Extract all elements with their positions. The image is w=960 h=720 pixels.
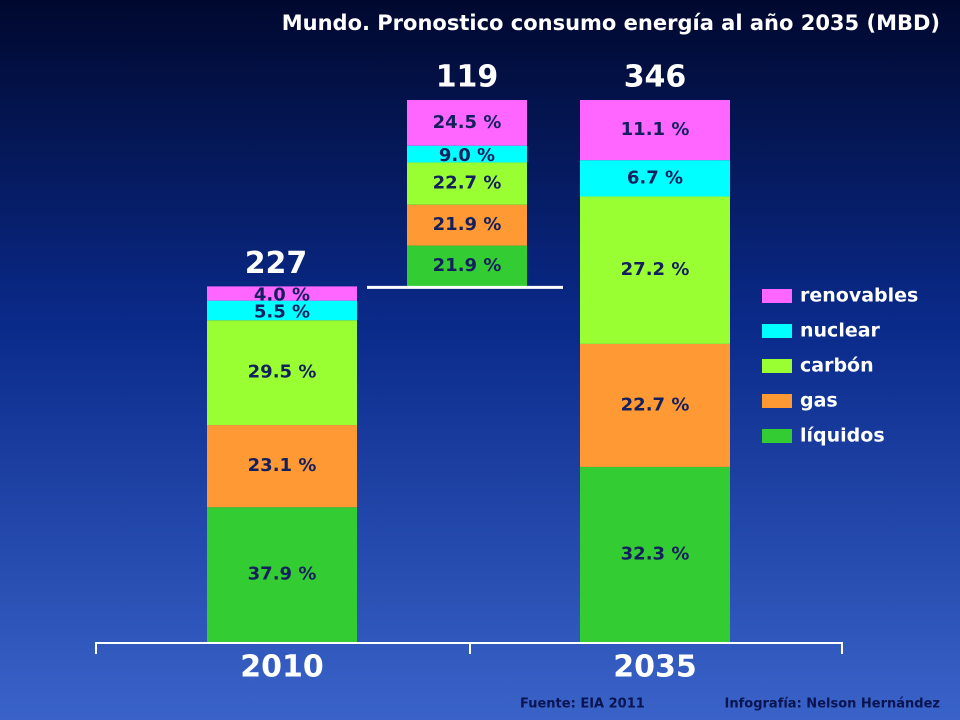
value-label: 5.5 %	[254, 301, 310, 322]
bar-segment	[207, 300, 357, 321]
total-label: 227	[245, 246, 308, 281]
bar-segment	[407, 100, 527, 146]
value-label: 4.0 %	[254, 285, 310, 306]
legend-label: gas	[800, 390, 838, 412]
chart-title: Mundo. Pronostico consumo energía al año…	[282, 11, 940, 35]
bar-segment	[580, 466, 730, 642]
legend-label: renovables	[800, 285, 918, 307]
bar-segment	[407, 145, 527, 163]
source: Fuente: EIA 2011	[520, 697, 645, 712]
bar-segment	[207, 425, 357, 508]
bar-segment	[580, 196, 730, 344]
x-tick-label: 2010	[240, 650, 324, 685]
value-label: 27.2 %	[621, 259, 690, 280]
legend-label: líquidos	[800, 425, 885, 447]
legend-swatch	[762, 429, 792, 443]
value-label: 9.0 %	[439, 145, 495, 166]
bar-segment	[407, 204, 527, 246]
bar-segment	[580, 100, 730, 161]
value-label: 22.7 %	[621, 394, 690, 415]
legend-label: nuclear	[800, 320, 881, 342]
legend-swatch	[762, 289, 792, 303]
value-label: 22.7 %	[433, 173, 502, 194]
value-label: 21.9 %	[433, 214, 502, 235]
bar-segment	[580, 343, 730, 467]
value-label: 24.5 %	[433, 112, 502, 133]
bar-segment	[207, 286, 357, 301]
value-label: 32.3 %	[621, 543, 690, 564]
value-label: 23.1 %	[248, 455, 317, 476]
bar-segment	[207, 507, 357, 642]
total-label: 346	[624, 60, 687, 95]
x-tick-label: 2035	[613, 650, 697, 685]
bar-segment	[580, 160, 730, 197]
total-label: 119	[436, 60, 499, 95]
legend-label: carbón	[800, 355, 874, 377]
bar-segment	[407, 162, 527, 205]
value-label: 11.1 %	[621, 119, 690, 140]
legend-swatch	[762, 324, 792, 338]
bar-segment	[407, 245, 527, 287]
value-label: 21.9 %	[433, 255, 502, 276]
credit: Infografía: Nelson Hernández	[725, 697, 940, 712]
value-label: 6.7 %	[627, 167, 683, 188]
legend-swatch	[762, 394, 792, 408]
bar-segment	[207, 320, 357, 426]
legend-swatch	[762, 359, 792, 373]
value-label: 29.5 %	[248, 362, 317, 383]
value-label: 37.9 %	[248, 564, 317, 585]
